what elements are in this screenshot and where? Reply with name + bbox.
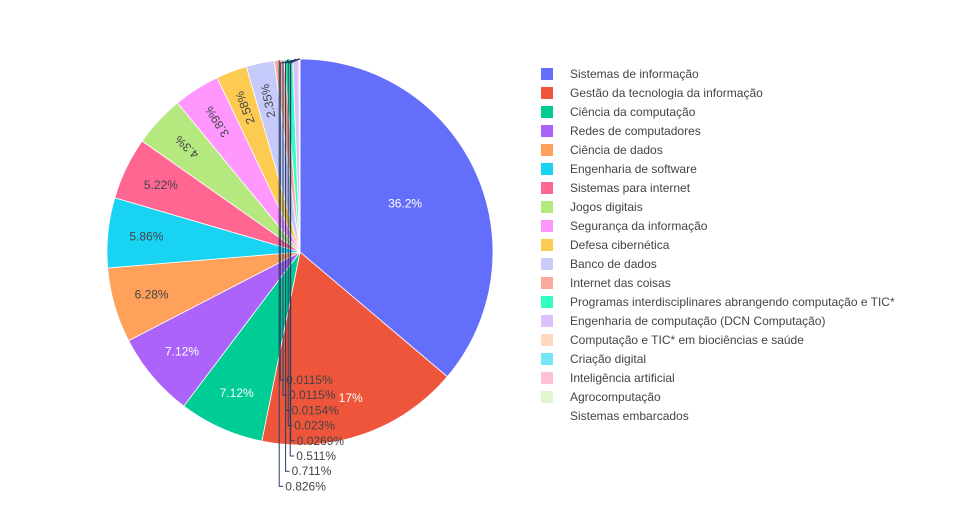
- legend-item[interactable]: Computação e TIC* em biociências e saúde: [541, 330, 804, 349]
- legend-swatch: [541, 143, 553, 156]
- leader-line: [285, 59, 290, 472]
- legend-swatch: [541, 257, 553, 270]
- legend-item[interactable]: Sistemas para internet: [541, 178, 690, 197]
- slice-label: 2.35%: [258, 82, 279, 119]
- legend-swatch: [541, 390, 553, 403]
- legend-item[interactable]: Redes de computadores: [541, 121, 701, 140]
- pie-slice[interactable]: [299, 58, 494, 378]
- legend-item[interactable]: Sistemas de informação: [541, 64, 699, 83]
- slice-label: 0.826%: [285, 479, 326, 493]
- legend-label: Sistemas embarcados: [570, 408, 689, 423]
- slice-label: 5.22%: [144, 178, 178, 192]
- legend-swatch: [541, 238, 553, 251]
- slice-label: 0.711%: [292, 464, 332, 478]
- legend-swatch: [541, 352, 553, 365]
- legend-label: Jogos digitais: [570, 199, 643, 214]
- legend-item[interactable]: Programas interdisciplinares abrangendo …: [541, 292, 895, 311]
- slice-label: 36.2%: [388, 196, 422, 210]
- legend-label: Sistemas de informação: [570, 66, 699, 81]
- legend-label: Ciência da computação: [570, 104, 696, 119]
- legend-label: Programas interdisciplinares abrangendo …: [570, 294, 895, 309]
- legend-item[interactable]: Internet das coisas: [541, 273, 671, 292]
- legend-swatch: [541, 409, 553, 422]
- slice-label: 5.86%: [129, 229, 163, 243]
- legend-swatch: [541, 124, 553, 137]
- legend-swatch: [541, 67, 553, 80]
- slice-label: 17%: [339, 391, 363, 405]
- legend-item[interactable]: Ciência de dados: [541, 140, 663, 159]
- legend-swatch: [541, 314, 553, 327]
- legend-swatch: [541, 105, 553, 118]
- slice-label: 6.28%: [135, 288, 169, 302]
- legend-item[interactable]: Criação digital: [541, 349, 646, 368]
- slice-label: 7.12%: [165, 345, 199, 359]
- legend-label: Internet das coisas: [570, 275, 671, 290]
- legend-item[interactable]: Agrocomputação: [541, 387, 661, 406]
- legend-item[interactable]: Banco de dados: [541, 254, 657, 273]
- legend-label: Sistemas para internet: [570, 180, 691, 195]
- legend-swatch: [541, 333, 553, 346]
- legend-label: Computação e TIC* em biociências e saúde: [570, 332, 804, 347]
- legend-swatch: [541, 181, 553, 194]
- slice-label: 0.511%: [296, 449, 336, 463]
- legend-label: Ciência de dados: [570, 142, 663, 157]
- legend-label: Redes de computadores: [570, 123, 701, 138]
- legend-swatch: [541, 295, 553, 308]
- legend-item[interactable]: Gestão da tecnologia da informação: [541, 83, 763, 102]
- legend-label: Defesa cibernética: [570, 237, 670, 252]
- legend-swatch: [541, 276, 553, 289]
- legend-swatch: [541, 371, 553, 384]
- slice-label: 7.12%: [220, 386, 254, 400]
- legend-label: Engenharia de computação (DCN Computação…: [570, 313, 826, 328]
- slice-label: 0.0269%: [297, 434, 345, 448]
- slice-label: 0.0115%: [286, 373, 333, 387]
- legend-item[interactable]: Inteligência artificial: [541, 368, 675, 387]
- legend-item[interactable]: Sistemas embarcados: [541, 406, 689, 425]
- legend-label: Agrocomputação: [570, 389, 661, 404]
- slice-label: 0.023%: [294, 419, 335, 433]
- leader-line: [278, 60, 284, 487]
- legend-label: Banco de dados: [570, 256, 657, 271]
- legend-swatch: [541, 200, 553, 213]
- legend-item[interactable]: Engenharia de software: [541, 159, 697, 178]
- legend-item[interactable]: Engenharia de computação (DCN Computação…: [541, 311, 825, 330]
- legend-item[interactable]: Segurança da informação: [541, 216, 707, 235]
- legend-label: Inteligência artificial: [570, 370, 675, 385]
- outside-labels: 0.0115%0.0115%0.0154%0.023%0.0269%0.511%…: [278, 58, 345, 493]
- slice-label: 0.0154%: [292, 403, 340, 417]
- legend-label: Gestão da tecnologia da informação: [570, 85, 763, 100]
- pie-slice[interactable]: [261, 251, 448, 446]
- slice-label: 0.0115%: [289, 388, 336, 402]
- legend-label: Criação digital: [570, 351, 647, 366]
- legend-swatch: [541, 86, 553, 99]
- legend-item[interactable]: Jogos digitais: [541, 197, 643, 216]
- leader-line: [289, 58, 297, 457]
- legend-item[interactable]: Defesa cibernética: [541, 235, 669, 254]
- legend-swatch: [541, 219, 553, 232]
- legend-item[interactable]: Ciência da computação: [541, 102, 695, 121]
- legend-swatch: [541, 162, 553, 175]
- pie-slices: [106, 58, 494, 446]
- legend-label: Segurança da informação: [570, 218, 708, 233]
- legend-label: Engenharia de software: [570, 161, 697, 176]
